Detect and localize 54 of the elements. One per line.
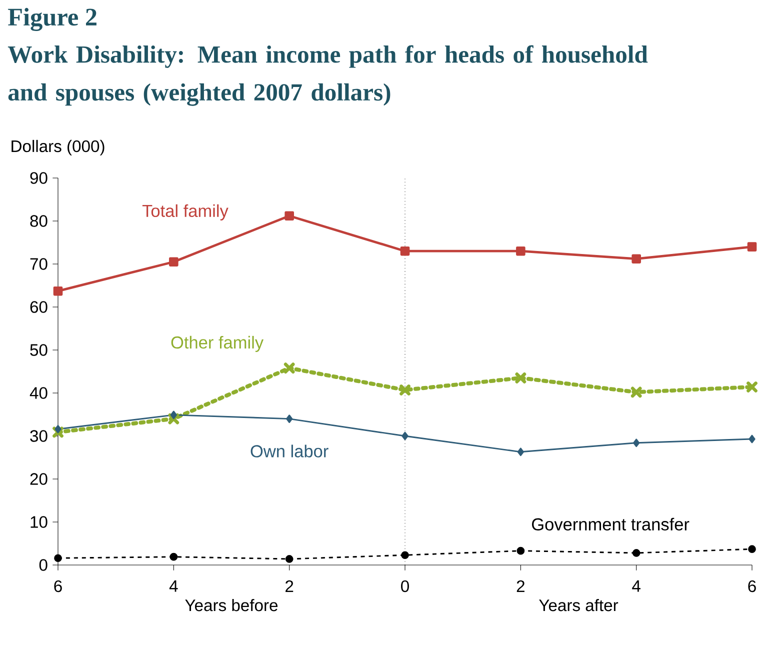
chart-subtitle: Work Disability: Mean income path for heads of household and spouses (weighted 2007 dollars) bbox=[8, 45, 648, 106]
point bbox=[170, 552, 178, 561]
point bbox=[515, 372, 526, 384]
x-tick-label: 2 bbox=[286, 580, 294, 592]
y-tick-label: 40 bbox=[30, 387, 48, 399]
point bbox=[748, 545, 756, 554]
y-tick-label: 70 bbox=[30, 258, 48, 270]
point bbox=[284, 362, 295, 374]
y-tick-label: 10 bbox=[30, 516, 48, 528]
point bbox=[285, 555, 294, 563]
point bbox=[169, 257, 178, 266]
point bbox=[400, 384, 410, 396]
y-tick-label: 60 bbox=[30, 301, 48, 313]
y-tick-label: 20 bbox=[30, 473, 48, 485]
point bbox=[284, 211, 294, 220]
series-label: Other family bbox=[171, 336, 264, 352]
text: Years before bbox=[185, 599, 278, 612]
point bbox=[747, 242, 757, 252]
series-label: Own labor bbox=[250, 444, 328, 458]
point bbox=[516, 246, 526, 256]
x-tick-label: 4 bbox=[169, 580, 178, 592]
y-tick-label: 30 bbox=[30, 430, 48, 442]
point bbox=[748, 434, 756, 444]
point bbox=[632, 549, 640, 557]
point bbox=[168, 413, 180, 424]
y-tick-label: 80 bbox=[30, 215, 48, 227]
point bbox=[286, 414, 293, 423]
point bbox=[54, 424, 62, 434]
x-tick-label: 4 bbox=[632, 580, 640, 592]
point bbox=[52, 426, 64, 438]
series-label: Government transfer bbox=[532, 518, 690, 530]
point bbox=[517, 448, 524, 456]
point bbox=[630, 386, 642, 398]
series-label: Total family bbox=[142, 204, 228, 220]
point bbox=[632, 254, 641, 264]
y-tick-label: 50 bbox=[30, 344, 48, 356]
point bbox=[746, 382, 758, 392]
point bbox=[633, 438, 640, 448]
text: Years after bbox=[539, 599, 618, 612]
point bbox=[400, 246, 410, 256]
x-tick-label: 6 bbox=[748, 580, 756, 592]
x-tick-label: 2 bbox=[516, 580, 524, 592]
point bbox=[402, 432, 408, 440]
point bbox=[170, 410, 177, 420]
point bbox=[54, 554, 62, 562]
x-tick-label: 6 bbox=[54, 580, 62, 592]
y-tick-label: 90 bbox=[30, 172, 48, 184]
y-tick-label: 0 bbox=[39, 559, 48, 571]
chart-title: Figure 2 bbox=[8, 8, 96, 31]
x-tick-label: 0 bbox=[401, 580, 409, 592]
point bbox=[401, 551, 409, 560]
point bbox=[53, 286, 63, 296]
point bbox=[516, 546, 525, 555]
y-axis-title: Dollars (000) bbox=[12, 140, 104, 156]
